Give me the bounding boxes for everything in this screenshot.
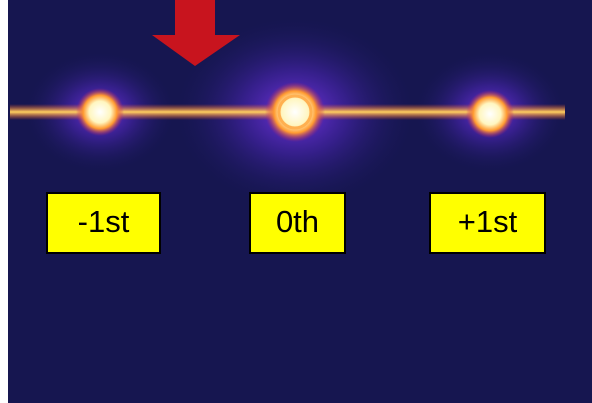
spot [466, 90, 514, 138]
page: -1st 0th +1st (() => { const data = JSON… [0, 0, 592, 403]
diffraction-image: -1st 0th +1st [0, 0, 592, 403]
label: -1st [78, 204, 130, 239]
spot [76, 88, 124, 136]
spot [265, 82, 325, 142]
label: +1st [458, 204, 518, 239]
left-border [0, 0, 8, 403]
label: 0th [276, 204, 319, 239]
